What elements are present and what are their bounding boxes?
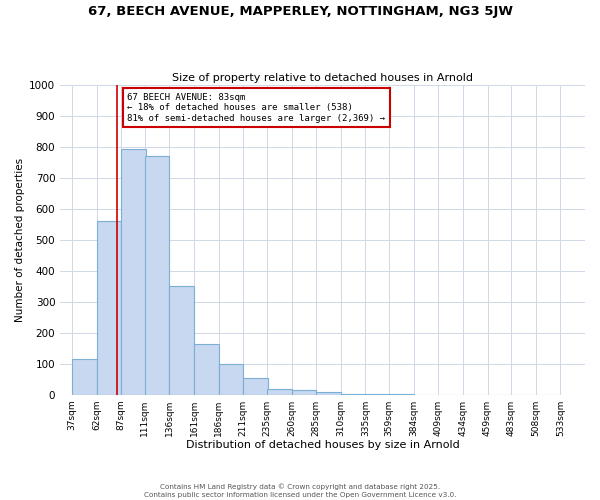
Bar: [121, 148, 146, 394]
Bar: [244, 378, 268, 394]
Y-axis label: Number of detached properties: Number of detached properties: [15, 158, 25, 322]
Bar: [169, 286, 194, 395]
Bar: [145, 156, 169, 394]
Text: Contains HM Land Registry data © Crown copyright and database right 2025.
Contai: Contains HM Land Registry data © Crown c…: [144, 484, 456, 498]
Bar: [97, 222, 121, 394]
Bar: [267, 389, 292, 394]
Text: 67 BEECH AVENUE: 83sqm
← 18% of detached houses are smaller (538)
81% of semi-de: 67 BEECH AVENUE: 83sqm ← 18% of detached…: [127, 93, 385, 122]
Bar: [292, 390, 316, 394]
Bar: [72, 359, 97, 394]
Text: 67, BEECH AVENUE, MAPPERLEY, NOTTINGHAM, NG3 5JW: 67, BEECH AVENUE, MAPPERLEY, NOTTINGHAM,…: [88, 5, 512, 18]
Bar: [218, 364, 244, 394]
Title: Size of property relative to detached houses in Arnold: Size of property relative to detached ho…: [172, 73, 473, 83]
Bar: [316, 392, 341, 394]
Bar: [194, 344, 218, 394]
X-axis label: Distribution of detached houses by size in Arnold: Distribution of detached houses by size …: [186, 440, 460, 450]
